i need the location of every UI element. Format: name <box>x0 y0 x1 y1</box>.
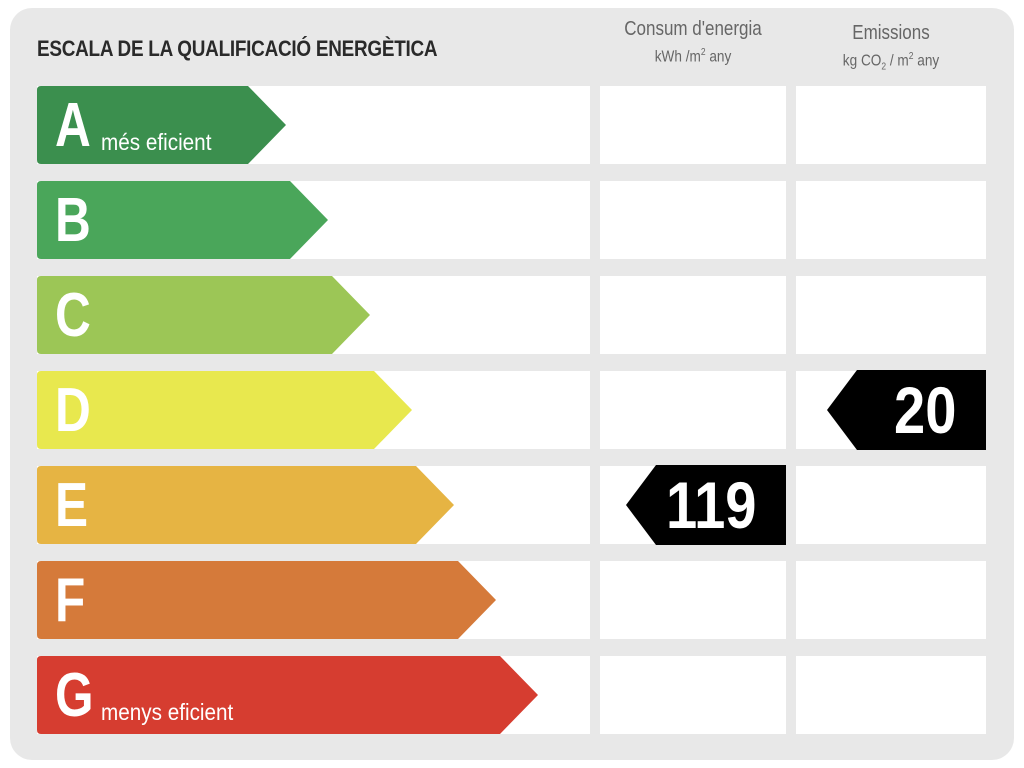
energy-cell <box>600 276 786 354</box>
energy-cell <box>600 656 786 734</box>
class-arrow-a: A més eficient <box>37 86 286 164</box>
class-arrow-f: F <box>37 561 496 639</box>
class-letter: F <box>55 566 86 635</box>
emissions-column-label: Emissions <box>852 22 930 44</box>
class-arrow-e: E <box>37 466 454 544</box>
energy-rating-value: 119 <box>665 468 756 542</box>
label-title: ESCALA DE LA QUALIFICACIÓ ENERGÈTICA <box>37 36 438 61</box>
emissions-cell <box>796 561 986 639</box>
class-letter: A <box>55 91 91 160</box>
energy-cell <box>600 181 786 259</box>
class-arrow-b: B <box>37 181 328 259</box>
emissions-cell <box>796 466 986 544</box>
energy-cell <box>600 371 786 449</box>
emissions-unit: kg CO2 / m2 any <box>842 51 940 73</box>
energy-unit: kWh /m2 any <box>654 47 732 66</box>
energy-rating-marker: 119 <box>626 465 786 545</box>
emissions-column-header: Emissions kg CO2 / m2 any <box>810 22 972 73</box>
emissions-cell <box>796 86 986 164</box>
emissions-rating-marker: 20 <box>827 370 986 450</box>
class-letter: E <box>55 471 89 540</box>
energy-cell <box>600 86 786 164</box>
class-subtitle: menys eficient <box>101 699 234 725</box>
class-subtitle: més eficient <box>101 129 212 155</box>
emissions-cell <box>796 276 986 354</box>
class-letter: C <box>55 281 91 350</box>
energy-cell <box>600 561 786 639</box>
energy-column-label: Consum d'energia <box>624 18 762 40</box>
emissions-cell <box>796 181 986 259</box>
class-arrow-g: G menys eficient <box>37 656 538 734</box>
emissions-cell <box>796 656 986 734</box>
class-letter: B <box>55 186 91 255</box>
class-letter: D <box>55 376 91 445</box>
energy-column-header: Consum d'energia kWh /m2 any <box>614 18 772 66</box>
class-arrow-c: C <box>37 276 370 354</box>
emissions-rating-value: 20 <box>893 373 956 447</box>
class-letter: G <box>55 661 94 730</box>
class-arrow-d: D <box>37 371 412 449</box>
